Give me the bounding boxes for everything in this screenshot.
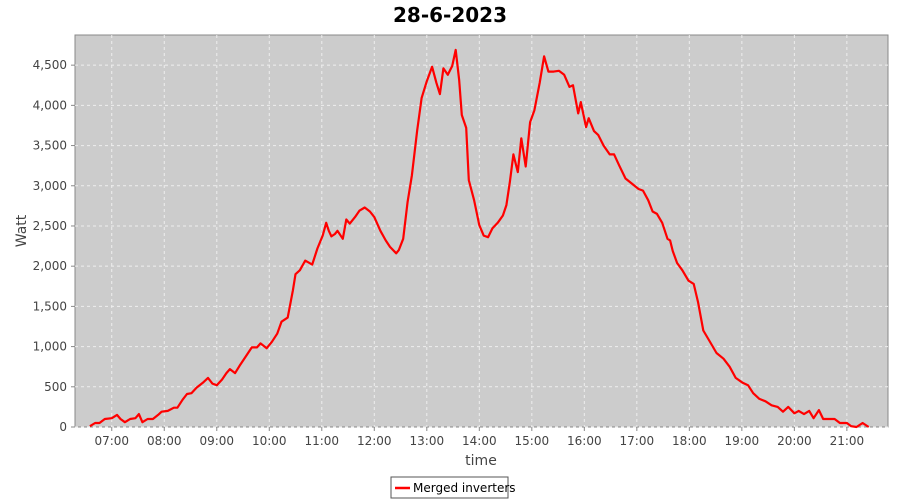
x-tick-label: 14:00 <box>462 434 497 448</box>
series-line-merged-inverters <box>89 48 870 429</box>
x-tick-label: 21:00 <box>830 434 865 448</box>
y-tick-label: 500 <box>44 380 67 394</box>
y-axis-label: Watt <box>14 214 30 247</box>
legend-label: Merged inverters <box>413 481 516 495</box>
x-tick-label: 19:00 <box>725 434 760 448</box>
x-tick-label: 17:00 <box>620 434 655 448</box>
x-tick-label: 13:00 <box>410 434 445 448</box>
y-tick-label: 0 <box>59 420 67 434</box>
x-tick-label: 15:00 <box>515 434 550 448</box>
x-axis-label: time <box>465 453 497 469</box>
y-tick-label: 1,000 <box>33 340 67 354</box>
x-axis: 07:00 08:00 09:00 10:00 11:00 12:00 13:00 14:00… <box>94 427 864 448</box>
legend-box <box>390 476 509 499</box>
y-tick-label: 2,000 <box>33 259 67 273</box>
x-tick-label: 09:00 <box>199 434 234 448</box>
y-tick-label: 3,000 <box>33 179 67 193</box>
x-tick-label: 08:00 <box>147 434 182 448</box>
chart-title: 28-6-2023 <box>393 3 507 27</box>
grid <box>75 35 888 428</box>
x-tick-label: 20:00 <box>777 434 812 448</box>
y-tick-label: 2,500 <box>33 219 67 233</box>
y-axis: 0 500 1,000 1,500 2,000 2,500 3,000 3,500 4,000 4… <box>33 58 75 434</box>
y-tick-label: 4,500 <box>33 58 67 72</box>
x-tick-label: 18:00 <box>672 434 707 448</box>
x-tick-label: 07:00 <box>94 434 129 448</box>
x-tick-label: 16:00 <box>567 434 602 448</box>
x-tick-label: 11:00 <box>304 434 339 448</box>
y-tick-label: 1,500 <box>33 299 67 313</box>
x-tick-label: 10:00 <box>252 434 287 448</box>
y-tick-label: 4,000 <box>33 98 67 112</box>
x-tick-label: 12:00 <box>357 434 392 448</box>
y-tick-label: 3,500 <box>33 139 67 153</box>
legend: Merged inverters <box>390 476 516 499</box>
